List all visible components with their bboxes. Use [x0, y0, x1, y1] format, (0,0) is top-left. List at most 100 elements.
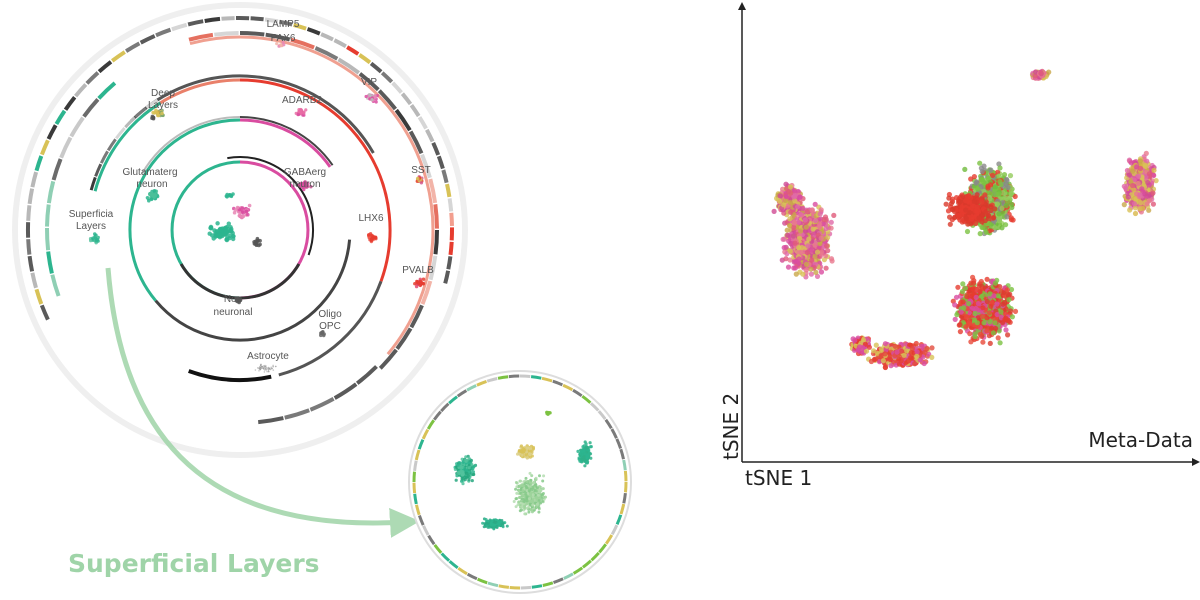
- core-cloud-glut: [218, 232, 223, 238]
- outer-cloud-superficial: [89, 238, 93, 243]
- label-astrocyte[interactable]: Astrocyte: [247, 351, 289, 362]
- ring3-deep-seg: [89, 176, 97, 191]
- tsne-cluster-red-main: [970, 274, 976, 280]
- detail-ring-seg: [615, 514, 623, 526]
- ring3-oligo: [278, 280, 383, 377]
- detail-cloud-center: [541, 479, 545, 483]
- tsne-cluster-red-main: [957, 329, 964, 335]
- mid-cloud-astro: [258, 370, 260, 372]
- tsne-cluster-red-upper: [971, 203, 977, 209]
- tsne-cluster-left: [824, 243, 830, 249]
- tsne-cluster-green: [1007, 173, 1014, 179]
- tsne-cluster-left: [793, 258, 799, 264]
- ring-core-nonneuronal: [179, 263, 301, 300]
- ring4-seg-c: [69, 116, 85, 138]
- ring5-seg-b: [40, 139, 50, 156]
- label-deep-layers[interactable]: Deep Layers: [148, 88, 178, 111]
- tsne-cluster-left: [785, 232, 791, 238]
- detail-ring-seg: [422, 525, 430, 536]
- superficial-layers-detail-view[interactable]: [408, 370, 632, 594]
- ring3-deep-seg: [94, 163, 103, 177]
- label-pvalb[interactable]: PVALB: [402, 265, 434, 276]
- tsne-cluster-red-upper: [967, 209, 973, 216]
- tsne-cluster-green: [971, 174, 978, 180]
- tsne-cluster-green: [975, 186, 981, 192]
- ring5-seg-b: [125, 41, 141, 53]
- detail-cloud-center: [535, 486, 539, 490]
- tsne-cluster-green: [979, 177, 985, 183]
- detail-cloud-left: [459, 464, 463, 468]
- detail-ring-seg: [582, 559, 592, 569]
- tsne-cluster-green: [983, 229, 989, 235]
- label-gabaergic[interactable]: GABAerg neuron: [284, 167, 326, 190]
- label-superficial-layers[interactable]: Superficia Layers: [69, 209, 114, 232]
- detail-cloud-left: [461, 482, 465, 486]
- detail-cloud-center: [537, 510, 541, 514]
- mid-cloud-astro: [275, 365, 277, 368]
- ring5-seg: [400, 92, 413, 106]
- outer-cloud-superficial: [95, 238, 100, 242]
- tsne-cluster-left: [784, 227, 790, 233]
- tsne-cluster-left-top: [797, 194, 803, 200]
- detail-cloud-center: [514, 505, 518, 509]
- detail-ring-seg: [598, 543, 608, 554]
- ring5-seg-b: [46, 124, 58, 140]
- label-opc: OPC: [319, 321, 341, 332]
- detail-cloud-bottom: [492, 523, 496, 527]
- label-non-neuronal[interactable]: Non neuronal: [214, 294, 253, 318]
- ring4-seg: [428, 178, 438, 204]
- mid-cloud-nonneuronal: [238, 298, 243, 302]
- tsne-cluster-green: [1008, 215, 1014, 221]
- tsne-cluster-green: [990, 172, 996, 178]
- label-sst[interactable]: SST: [411, 165, 430, 176]
- tsne-scatter-points[interactable]: [771, 68, 1159, 371]
- detail-cloud-right: [583, 464, 587, 468]
- tsne-cluster-red-upper: [979, 199, 985, 205]
- tsne-cluster-right: [1130, 183, 1136, 189]
- detail-cloud-left: [464, 475, 468, 479]
- tsne-cluster-left: [792, 240, 798, 246]
- mid-cloud-oligo: [321, 333, 326, 338]
- ring5-seg-b: [30, 171, 39, 188]
- detail-ring-seg: [440, 552, 451, 562]
- ring5-seg-b: [155, 27, 172, 38]
- ring2-gaba-outline: [239, 116, 334, 166]
- label-glutamatergic[interactable]: Glutamaterg neuron: [122, 167, 177, 190]
- tsne-cluster-left: [791, 220, 798, 226]
- ring4-seg-c: [59, 136, 73, 159]
- label-lhx6[interactable]: LHX6: [358, 213, 383, 224]
- outer-cloud-vip: [375, 94, 379, 98]
- tsne-cluster-right: [1137, 165, 1144, 171]
- tsne-cluster-left: [809, 257, 815, 263]
- tsne-cluster-left: [813, 269, 819, 275]
- tsne-cluster-left: [812, 242, 818, 248]
- tsne-cluster-right: [1146, 171, 1152, 177]
- ring4-seg: [394, 108, 412, 132]
- ring3-astro: [188, 369, 272, 382]
- detail-ring-seg: [553, 577, 564, 585]
- tsne-cluster-left: [780, 236, 786, 242]
- core-cloud-glut: [223, 229, 228, 234]
- tsne-cluster-red-upper: [971, 199, 978, 205]
- tsne-cluster-green: [996, 211, 1002, 217]
- mid-cloud-glut: [149, 197, 154, 202]
- core-cloud-glut: [231, 233, 236, 239]
- label-oligo-opc[interactable]: Oligo OPC: [318, 309, 342, 332]
- hierarchy-rings: [25, 15, 455, 425]
- detail-ring-seg: [622, 459, 627, 471]
- mid-cloud-nonneuronal: [234, 298, 239, 303]
- core-cloud-glut: [227, 233, 232, 239]
- ring4-seg-b: [355, 365, 378, 385]
- label-adarb2[interactable]: ADARB2: [282, 95, 322, 106]
- label-lamp5-pax6[interactable]: LAMP5 PAX6: [267, 19, 300, 44]
- detail-ring-seg: [417, 438, 425, 450]
- detail-cloud-right: [588, 441, 592, 445]
- tsne-cluster-right: [1151, 167, 1157, 173]
- detail-cloud-center: [519, 479, 523, 483]
- label-gabaergic-line2: neuron: [289, 179, 320, 190]
- detail-ring-seg: [615, 438, 623, 449]
- tsne-cluster-red-upper: [959, 219, 965, 225]
- label-vip[interactable]: VIP: [361, 77, 377, 88]
- mid-cloud-astro: [271, 367, 273, 370]
- mid-cloud-glut: [147, 198, 151, 203]
